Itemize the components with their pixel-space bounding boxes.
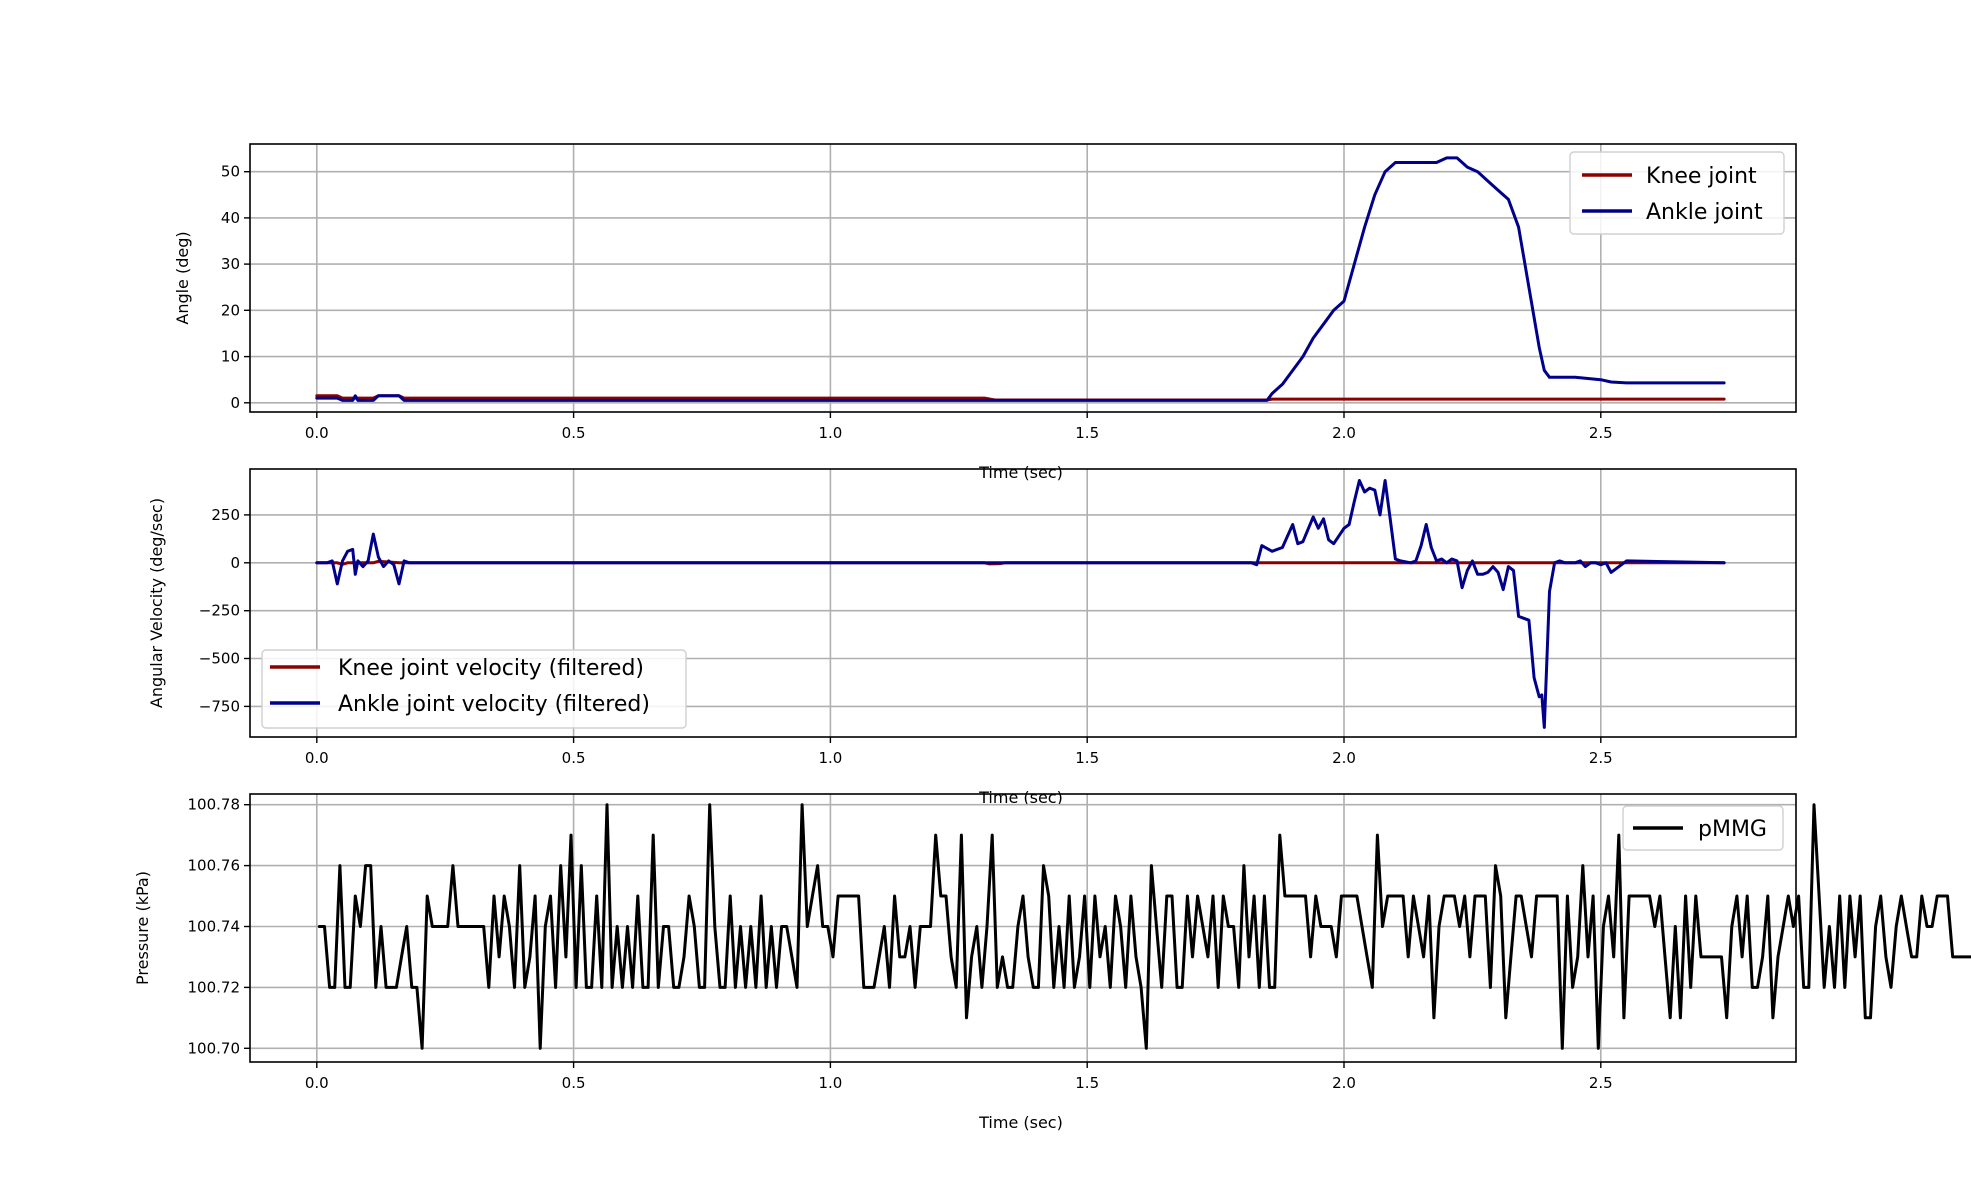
velocity-series <box>315 479 1726 729</box>
angle-y-tick-label: 0 <box>230 394 240 412</box>
pressure-legend: pMMG <box>1622 805 1784 851</box>
velocity-x-tick-label: 1.5 <box>1075 749 1099 767</box>
ankle-joint-legend-label: Ankle joint <box>1646 200 1763 225</box>
velocity-x-ticks: 0.0 0.5 1.0 1.5 2.0 2.5 <box>305 737 1613 767</box>
velocity-legend-box <box>261 649 687 729</box>
pressure-y-ticks: 100.70 100.72 100.74 100.76 100.78 <box>188 796 250 1057</box>
pressure-y-tick-label: 100.78 <box>188 796 241 814</box>
pressure-x-tick-label: 1.5 <box>1075 1074 1099 1092</box>
velocity-y-tick-label: 0 <box>230 554 240 572</box>
velocity-axes-frame <box>249 468 1797 738</box>
angle-y-tick-label: 20 <box>221 301 240 319</box>
pressure-x-tick-label: 0.0 <box>305 1074 329 1092</box>
velocity-ylabel: Angular Velocity (deg/sec) <box>147 498 166 708</box>
angle-x-ticks: 0.0 0.5 1.0 1.5 2.0 2.5 <box>305 412 1613 442</box>
angle-axes-frame <box>249 143 1797 413</box>
velocity-x-tick-label: 0.5 <box>562 749 586 767</box>
knee-joint-legend-label: Knee joint <box>1646 164 1757 189</box>
pressure-y-tick-label: 100.72 <box>188 978 241 996</box>
pressure-subplot: 0.0 0.5 1.0 1.5 2.0 2.5 100.70100.72100.74100… <box>133 793 1971 1132</box>
pressure-ylabel: Pressure (kPa) <box>133 871 152 985</box>
velocity-y-ticks: 250 0 −250 −500 −750 <box>199 506 250 715</box>
velocity-subplot: 0.0 0.5 1.0 1.5 2.0 2.5 250 0 −250 −500 −750 Angu… <box>147 468 1797 807</box>
pressure-x-tick-label: 2.5 <box>1589 1074 1613 1092</box>
pressure-axes-frame <box>249 793 1797 1063</box>
velocity-x-tick-label: 0.0 <box>305 749 329 767</box>
angle-series <box>315 156 1726 402</box>
angle-legend-box <box>1569 151 1785 235</box>
velocity-xlabel: Time (sec) <box>978 788 1063 807</box>
pressure-x-tick-label: 0.5 <box>562 1074 586 1092</box>
angle-x-tick-label: 0.0 <box>305 424 329 442</box>
angle-y-tick-label: 40 <box>221 209 240 227</box>
knee-velocity-legend-label: Knee joint velocity (filtered) <box>338 656 644 681</box>
pmmg-legend-label: pMMG <box>1698 817 1767 842</box>
ankle-velocity-line <box>315 479 1726 729</box>
pressure-y-tick-label: 100.74 <box>188 918 241 936</box>
angle-x-tick-label: 1.0 <box>818 424 842 442</box>
angle-y-tick-label: 50 <box>221 163 240 181</box>
velocity-y-tick-label: 250 <box>211 506 240 524</box>
velocity-y-tick-label: −250 <box>199 602 240 620</box>
pressure-y-tick-label: 100.76 <box>188 857 241 875</box>
pmmg-line <box>317 803 1971 1050</box>
pressure-series <box>317 803 1971 1050</box>
angle-subplot: 0.0 0.5 1.0 1.5 2.0 2.5 0 10 20 30 40 50 Angle (de… <box>173 143 1797 482</box>
velocity-x-tick-label: 2.0 <box>1332 749 1356 767</box>
velocity-y-tick-label: −500 <box>199 650 240 668</box>
ankle-joint-line <box>315 156 1726 402</box>
velocity-x-tick-label: 2.5 <box>1589 749 1613 767</box>
ankle-velocity-legend-label: Ankle joint velocity (filtered) <box>338 692 650 717</box>
angle-ylabel: Angle (deg) <box>173 231 192 324</box>
angle-xlabel: Time (sec) <box>978 463 1063 482</box>
angle-y-ticks: 0 10 20 30 40 50 <box>221 163 250 412</box>
velocity-x-tick-label: 1.0 <box>818 749 842 767</box>
angle-x-tick-label: 1.5 <box>1075 424 1099 442</box>
pressure-xlabel: Time (sec) <box>978 1113 1063 1132</box>
angle-x-tick-label: 2.0 <box>1332 424 1356 442</box>
angle-y-tick-label: 10 <box>221 348 240 366</box>
velocity-y-tick-label: −750 <box>199 697 240 715</box>
velocity-legend: Knee joint velocity (filtered) Ankle joi… <box>261 649 687 729</box>
pressure-y-tick-label: 100.70 <box>188 1039 241 1057</box>
pressure-x-ticks: 0.0 0.5 1.0 1.5 2.0 2.5 <box>305 1062 1613 1092</box>
pressure-x-tick-label: 1.0 <box>818 1074 842 1092</box>
angle-x-tick-label: 0.5 <box>562 424 586 442</box>
pressure-x-tick-label: 2.0 <box>1332 1074 1356 1092</box>
angle-x-tick-label: 2.5 <box>1589 424 1613 442</box>
pressure-legend-box <box>1622 805 1784 851</box>
angle-legend: Knee joint Ankle joint <box>1569 151 1785 235</box>
angle-grid <box>250 144 1796 412</box>
angle-y-tick-label: 30 <box>221 255 240 273</box>
